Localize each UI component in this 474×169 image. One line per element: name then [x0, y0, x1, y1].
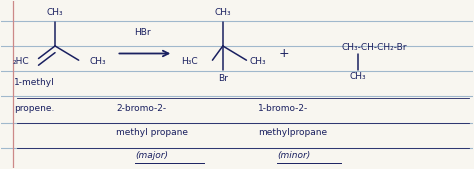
Text: propene.: propene. — [14, 104, 55, 113]
Text: 1-methyl: 1-methyl — [14, 78, 55, 87]
Text: CH₃: CH₃ — [47, 8, 64, 17]
Text: CH₃: CH₃ — [89, 57, 106, 66]
Text: Br: Br — [218, 74, 228, 83]
Text: CH₃: CH₃ — [349, 73, 366, 81]
Text: 2-bromo-2-: 2-bromo-2- — [117, 104, 166, 113]
Text: (major): (major) — [136, 151, 168, 160]
Text: CH₃: CH₃ — [215, 8, 231, 17]
Text: CH₃-CH-CH₂-Br: CH₃-CH-CH₂-Br — [341, 43, 407, 52]
Text: methyl propane: methyl propane — [117, 128, 189, 137]
Text: 1-bromo-2-: 1-bromo-2- — [258, 104, 309, 113]
Text: CH₃: CH₃ — [250, 57, 266, 66]
Text: ₂HC: ₂HC — [12, 57, 29, 66]
Text: (minor): (minor) — [277, 151, 310, 160]
Text: +: + — [279, 47, 290, 60]
Text: H₃C: H₃C — [182, 57, 198, 66]
Text: HBr: HBr — [134, 28, 151, 37]
Text: methylpropane: methylpropane — [258, 128, 328, 137]
